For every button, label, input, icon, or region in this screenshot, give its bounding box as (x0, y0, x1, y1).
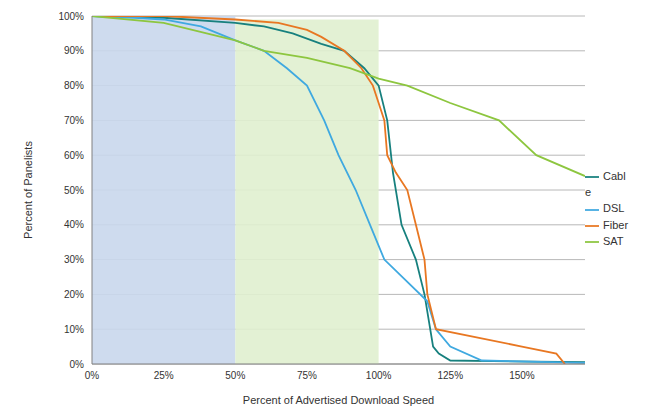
html-text:DSL: DSL (603, 202, 625, 215)
svg-text:50%: 50% (225, 370, 245, 381)
svg-text:70%: 70% (64, 115, 84, 126)
svg-text:30%: 30% (64, 254, 84, 265)
svg-text:20%: 20% (64, 289, 84, 300)
svg-text:25%: 25% (154, 370, 174, 381)
svg-text:150%: 150% (509, 370, 535, 381)
svg-text:90%: 90% (64, 45, 84, 56)
html-text:SAT: SAT (603, 234, 624, 247)
svg-text:75%: 75% (297, 370, 317, 381)
svg-text:60%: 60% (64, 150, 84, 161)
svg-text:80%: 80% (64, 80, 84, 91)
svg-text:0%: 0% (70, 359, 85, 370)
html-text:Fiber: Fiber (603, 218, 629, 231)
svg-text:40%: 40% (64, 219, 84, 230)
svg-text:Percent of Advertised Download: Percent of Advertised Download Speed (243, 394, 434, 406)
html-text:Cable: Cable (585, 170, 626, 199)
svg-text:100%: 100% (366, 370, 392, 381)
svg-text:125%: 125% (437, 370, 463, 381)
svg-text:100%: 100% (58, 11, 84, 22)
svg-text:50%: 50% (64, 185, 84, 196)
svg-text:10%: 10% (64, 324, 84, 335)
svg-text:Percent of Panelists: Percent of Panelists (22, 141, 34, 239)
svg-text:0%: 0% (85, 370, 100, 381)
